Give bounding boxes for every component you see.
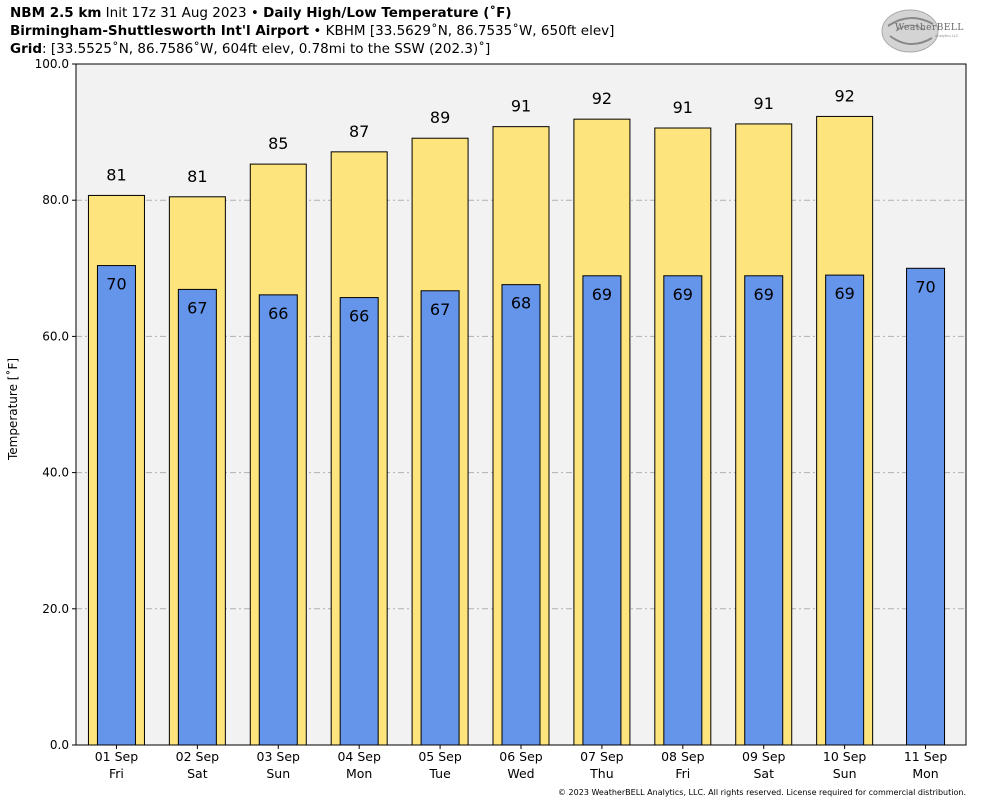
low-temp-bar [420, 290, 460, 746]
high-temp-label: 81 [187, 167, 207, 186]
low-temp-bar [96, 265, 136, 746]
x-tick-date: 03 Sep [257, 749, 301, 764]
low-temp-label: 69 [592, 285, 612, 304]
low-temp-bar [258, 294, 298, 746]
x-tick-date: 01 Sep [95, 749, 139, 764]
low-temp-label: 67 [430, 300, 450, 319]
data-labels: 81 70 81 67 85 66 87 66 89 67 91 68 92 69 91 69 91 69 92 69… [106, 86, 935, 325]
high-temp-label: 91 [673, 98, 693, 117]
low-temp-bar [906, 267, 946, 746]
high-temp-label: 85 [268, 134, 288, 153]
station-name: Birmingham-Shuttlesworth Int'l Airport [10, 23, 310, 39]
high-temp-label: 92 [592, 89, 612, 108]
weatherbell-logo [881, 9, 939, 53]
x-tick-weekday: Wed [507, 766, 534, 781]
y-tick-label: 20.0 [42, 602, 69, 616]
low-temp-bar [663, 275, 703, 746]
low-temp-label: 69 [754, 285, 774, 304]
logo-text: WeatherBELL [895, 23, 964, 33]
low-temp-bar [744, 275, 784, 746]
y-tick-label: 80.0 [42, 193, 69, 207]
title-model: NBM 2.5 km [10, 5, 102, 21]
x-tick-date: 05 Sep [418, 749, 462, 764]
axes: 0.0 20.0 40.0 60.0 80.0 100.0 01 Sep Fri 02 Sep S… [35, 57, 967, 781]
copyright-notice: © 2023 WeatherBELL Analytics, LLC. All r… [558, 788, 966, 797]
chart-title: NBM 2.5 km Init 17z 31 Aug 2023 • Daily … [10, 5, 512, 22]
bars [87, 115, 946, 746]
low-temp-label: 66 [268, 304, 288, 323]
low-temp-label: 66 [349, 307, 369, 326]
x-tick-weekday: Fri [109, 766, 124, 781]
x-tick-date: 06 Sep [499, 749, 543, 764]
x-tick-weekday: Sun [833, 766, 857, 781]
x-tick-date: 11 Sep [904, 749, 948, 764]
x-tick-date: 10 Sep [823, 749, 867, 764]
low-temp-bar [582, 275, 622, 746]
high-temp-label: 87 [349, 122, 369, 141]
x-tick-weekday: Fri [675, 766, 690, 781]
low-temp-label: 69 [834, 284, 854, 303]
low-temp-label: 70 [106, 275, 126, 294]
grid-info: : [33.5525˚N, 86.7586˚W, 604ft elev, 0.7… [42, 41, 491, 57]
y-axis-label: Temperature [˚F] [5, 358, 20, 461]
title-product: Daily High/Low Temperature (˚F) [263, 5, 512, 21]
low-temp-label: 70 [915, 277, 935, 296]
x-tick-date: 07 Sep [580, 749, 624, 764]
x-tick-weekday: Sat [187, 766, 208, 781]
x-tick-weekday: Thu [589, 766, 613, 781]
y-tick-label: 100.0 [35, 57, 69, 71]
x-tick-weekday: Mon [912, 766, 938, 781]
title-init: Init 17z 31 Aug 2023 • [101, 5, 264, 21]
high-temp-label: 91 [754, 94, 774, 113]
station-line: Birmingham-Shuttlesworth Int'l Airport •… [10, 23, 614, 40]
grid-line: Grid: [33.5525˚N, 86.7586˚W, 604ft elev,… [10, 41, 490, 58]
low-temp-bar [501, 284, 541, 746]
low-temp-label: 69 [673, 285, 693, 304]
x-tick-date: 02 Sep [176, 749, 220, 764]
y-tick-label: 0.0 [50, 738, 69, 752]
x-tick-weekday: Sat [753, 766, 774, 781]
high-temp-label: 92 [834, 86, 854, 105]
logo-subtext: Analytics LLC [935, 34, 959, 38]
station-info: • KBHM [33.5629˚N, 86.7535˚W, 650ft elev… [309, 23, 615, 39]
x-tick-date: 04 Sep [337, 749, 381, 764]
x-tick-weekday: Tue [428, 766, 451, 781]
x-tick-date: 09 Sep [742, 749, 786, 764]
low-temp-bar [339, 297, 379, 746]
low-temp-label: 67 [187, 298, 207, 317]
x-tick-weekday: Mon [346, 766, 372, 781]
x-tick-weekday: Sun [266, 766, 290, 781]
low-temp-bar [177, 288, 217, 746]
x-tick-date: 08 Sep [661, 749, 705, 764]
high-temp-label: 89 [430, 108, 450, 127]
plot-frame [75, 63, 967, 746]
grid-label: Grid [10, 41, 43, 57]
high-temp-label: 81 [106, 165, 126, 184]
low-temp-label: 68 [511, 294, 531, 313]
high-temp-label: 91 [511, 97, 531, 116]
y-tick-label: 60.0 [42, 329, 69, 343]
y-tick-label: 40.0 [42, 466, 69, 480]
low-temp-bar [825, 274, 865, 746]
